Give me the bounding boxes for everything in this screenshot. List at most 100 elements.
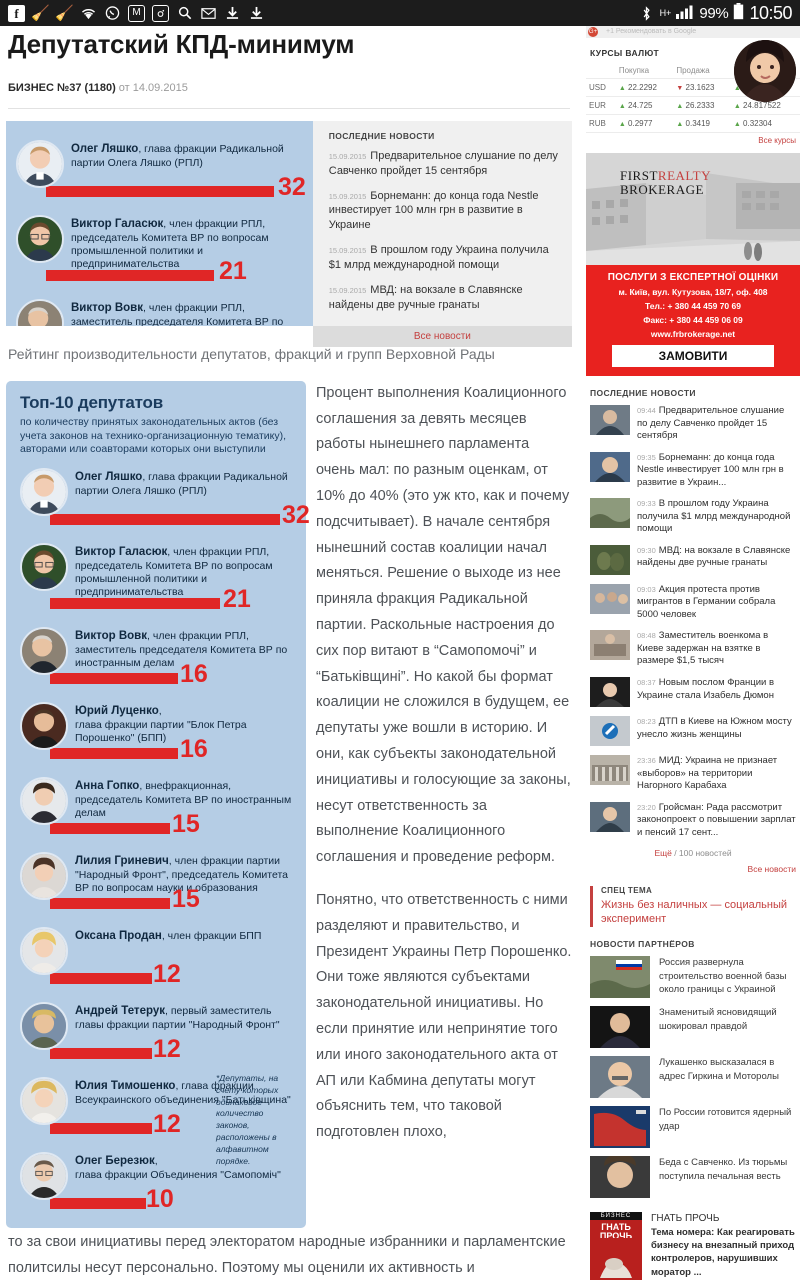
news-title[interactable]: Новым послом Франции в Украине стала Иза… (637, 676, 775, 701)
ad-text-block: ПОСЛУГИ З ЕКСПЕРТНОЇ ОЦІНКИ м. Київ, вул… (586, 265, 800, 376)
news-item[interactable]: 15.09.2015 МВД: на вокзале в Славянске на… (329, 283, 558, 313)
special-topic-block[interactable]: СПЕЦ ТЕМА Жизнь без наличных — социальны… (590, 886, 796, 927)
bar-row: 12 (20, 1111, 294, 1141)
more-link[interactable]: Ещё (654, 848, 672, 859)
news-title[interactable]: ДТП в Киеве на Южном мосту унесло жизнь … (637, 715, 792, 740)
list-item[interactable]: 09:33 В прошлом году Украина получила $1 … (590, 498, 796, 536)
list-item[interactable]: 23:20 Гройсман: Рада рассмотрит законопро… (590, 801, 796, 840)
bar-value: 16 (180, 659, 208, 688)
news-thumbnail (590, 630, 630, 661)
news-item-text[interactable]: МВД: на вокзале в Славянске найдены две … (328, 283, 523, 311)
list-item[interactable]: 09:44 Предварительное слушание по делу Са… (590, 405, 796, 443)
news-text[interactable]: 08:37 Новым послом Франции в Украине стал… (637, 677, 796, 702)
news-title[interactable]: МВД: на вокзале в Славянске найдены две … (637, 544, 791, 569)
news-text[interactable]: 08:23 ДТП в Киеве на Южном мосту унесло ж… (637, 716, 796, 741)
news-text[interactable]: 09:03 Акция протеста против мигрантов в Г… (637, 584, 796, 622)
news-title[interactable]: Борнеманн: до конца года Nestle инвестир… (637, 451, 784, 488)
news-thumbnail (590, 405, 630, 435)
news-item[interactable]: 15.09.2015 Борнеманн: до конца года Nestl… (329, 189, 558, 234)
news-item[interactable]: 15.09.2015 Предварительное слушание по де… (329, 149, 558, 179)
article-body: Процент выполнения Коалиционного соглаше… (316, 381, 572, 1228)
news-time: 09:33 (637, 499, 656, 509)
magazine-cover[interactable]: БИЗНЕС ГНАТЬ ПРОЧЬ (590, 1211, 642, 1280)
table-row: EUR ▲ 24.725 ▲ 26.2333 ▲ 24.817522 (586, 96, 800, 115)
list-item[interactable]: Знаменитый ясновидящий шокировал правдой (590, 1005, 796, 1048)
currency-table: Покупка Продажа НБУ USD ▲ 22.2292 ▼ 23.1… (586, 63, 800, 133)
bar (50, 1047, 152, 1059)
news-text[interactable]: 23:20 Гройсман: Рада рассмотрит законопро… (637, 802, 796, 840)
list-item[interactable]: 23:36 МИД: Украина не признает «выборов» … (590, 754, 796, 793)
all-news-link[interactable]: Все новости (312, 326, 572, 348)
news-title[interactable]: Предварительное слушание по делу Савченк… (637, 405, 785, 442)
deputy-name: Олег Березюк (75, 1154, 155, 1167)
all-news-link[interactable]: Все новости (747, 864, 796, 875)
partner-text[interactable]: Знаменитый ясновидящий шокировал правдой (659, 1006, 777, 1032)
search-icon (176, 5, 193, 22)
partner-text[interactable]: По России готовится ядерный удар (659, 1106, 792, 1132)
news-text[interactable]: 08:48 Заместитель военкома в Киеве задерж… (637, 630, 796, 668)
news-item-text[interactable]: Предварительное слушание по делу Савченк… (328, 149, 558, 177)
partner-thumbnail (590, 1153, 650, 1198)
news-item[interactable]: 15.09.2015 В прошлом году Украина получил… (329, 243, 558, 273)
news-text[interactable]: 09:35 Борнеманн: до конца года Nestle инв… (637, 452, 796, 490)
user-avatar[interactable] (734, 40, 796, 102)
bar-row: 10 (20, 1186, 294, 1216)
partner-thumbnail (590, 1105, 650, 1148)
list-item[interactable]: Лукашенко высказалася в адрес Гиркина и … (590, 1055, 796, 1098)
news-text[interactable]: 09:30 МВД: на вокзале в Славянске найдены… (637, 545, 796, 570)
value: 0.2977 (628, 119, 653, 128)
list-item[interactable]: Беда с Савченко. Из тюрьмы поступила печ… (590, 1153, 796, 1198)
deputy-text: Виктор Вовк, член фракции РПЛ, заместите… (71, 299, 303, 326)
news-title[interactable]: В прошлом году Украина получила $1 млрд … (637, 498, 791, 535)
all-rates-link[interactable]: Все курсы (758, 136, 796, 145)
byline-issue[interactable]: БИЗНЕС №37 (1180) (8, 81, 116, 94)
realty-ad-banner[interactable]: FIRSTREALTY BROKERAGE ПОСЛУГИ З ЕКСПЕРТН… (586, 153, 800, 376)
issue-heading[interactable]: ГНАТЬ ПРОЧЬ (651, 1212, 720, 1224)
news-text[interactable]: 09:33 В прошлом году Украина получила $1 … (637, 498, 796, 536)
news-time: 09:30 (637, 545, 656, 555)
partner-text[interactable]: Беда с Савченко. Из тюрьмы поступила печ… (659, 1156, 788, 1182)
news-item-text[interactable]: Борнеманн: до конца года Nestle инвестир… (328, 189, 539, 232)
latest-news-box: ПОСЛЕДНИЕ НОВОСТИ 15.09.2015 Предваритель… (312, 120, 572, 348)
issue-topic-text[interactable]: Как реагировать бизнесу на внезапный при… (651, 1226, 795, 1278)
ad-order-button[interactable]: ЗАМОВИТИ (612, 345, 774, 367)
news-thumbnail (590, 498, 630, 529)
chart-bar-item: Олег Березюк, глава фракции Объединения … (20, 1151, 294, 1216)
body-row: Топ-10 депутатов по количеству принятых … (6, 380, 572, 1228)
deputy-desc: глава фракции Радикальной партии Олега Л… (71, 142, 284, 169)
news-item-text[interactable]: В прошлом году Украина получила $1 млрд … (328, 244, 549, 271)
magazine-issue-block[interactable]: БИЗНЕС ГНАТЬ ПРОЧЬ ГНАТЬ ПРОЧЬ Тема номе… (590, 1211, 796, 1280)
currency-code: USD (586, 78, 616, 97)
list-item[interactable]: По России готовится ядерный удар (590, 1105, 796, 1148)
avatar (20, 626, 68, 675)
news-title[interactable]: Гройсман: Рада рассмотрит законопроект о… (637, 801, 796, 838)
list-item[interactable]: 09:30 МВД: на вокзале в Славянске найдены… (590, 544, 796, 575)
value: 0.32304 (743, 119, 772, 128)
list-item[interactable]: Россия развернула строительство военной … (590, 955, 796, 998)
bar-row: 21 (20, 586, 294, 616)
ad-logo: FIRSTREALTY BROKERAGE (620, 169, 711, 196)
news-item-date: 15.09.2015 (328, 246, 367, 256)
main-column: Депутатский КПД-минимум БИЗНЕС №37 (1180… (0, 26, 582, 1280)
infographic-teaser[interactable]: Олег Ляшко, глава фракции Радикальной па… (6, 120, 313, 326)
article-paragraph: Понятно, что ответственность с ними разд… (316, 892, 572, 1141)
news-title[interactable]: Акция протеста против мигрантов в Герман… (637, 583, 776, 620)
list-item[interactable]: 08:37 Новым послом Франции в Украине стал… (590, 676, 796, 707)
special-topic-title[interactable]: Жизнь без наличных — социальный эксперим… (601, 899, 788, 926)
news-title[interactable]: Заместитель военкома в Киеве задержан на… (637, 630, 769, 667)
news-text[interactable]: 09:44 Предварительное слушание по делу Са… (637, 405, 796, 443)
col-buy: Покупка (615, 63, 674, 79)
news-title[interactable]: МИД: Украина не признает «выборов» на те… (637, 754, 778, 792)
gplus-recommend-bar[interactable]: G+ +1 Рекомендовать в Google (586, 26, 800, 38)
ad-building-illustration (586, 153, 800, 265)
partner-text[interactable]: Лукашенко высказалася в адрес Гиркина и … (659, 1056, 779, 1082)
news-text[interactable]: 23:36 МИД: Украина не признает «выборов» … (637, 755, 796, 793)
ad-website[interactable]: www.frbrokerage.net (650, 329, 736, 339)
byline: БИЗНЕС №37 (1180) от 14.09.2015 (8, 82, 572, 94)
list-item[interactable]: 09:35 Борнеманн: до конца года Nestle инв… (590, 451, 796, 490)
list-item[interactable]: 09:03 Акция протеста против мигрантов в Г… (590, 583, 796, 622)
bar (50, 672, 178, 684)
list-item[interactable]: 08:48 Заместитель военкома в Киеве задерж… (590, 630, 796, 668)
partner-text[interactable]: Россия развернула строительство военной … (659, 956, 787, 996)
list-item[interactable]: 08:23 ДТП в Киеве на Южном мосту унесло ж… (590, 715, 796, 746)
